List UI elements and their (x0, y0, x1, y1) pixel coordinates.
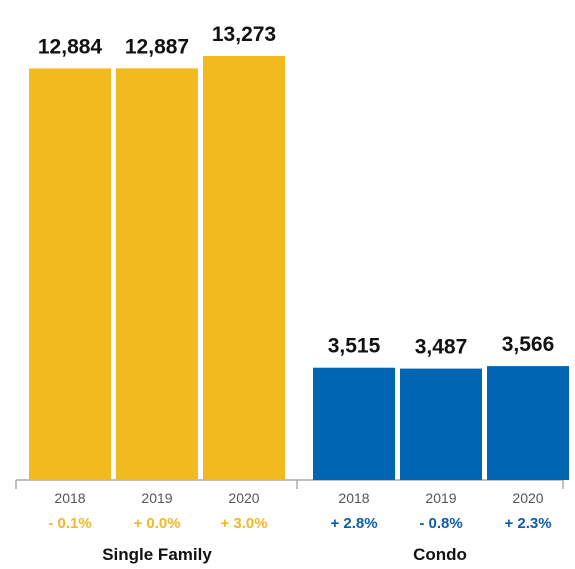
value-label-condo-2019: 3,487 (415, 336, 468, 359)
bar-single-family-2018 (29, 68, 111, 481)
change-label-single-family-2020: + 3.0% (220, 515, 267, 532)
year-label-condo-2019: 2019 (425, 490, 456, 506)
year-label-condo-2020: 2020 (512, 490, 543, 506)
value-label-single-family-2020: 13,273 (212, 23, 276, 46)
year-label-single-family-2018: 2018 (54, 490, 85, 506)
bar-condo-2020 (487, 366, 569, 480)
value-label-condo-2018: 3,515 (328, 335, 381, 358)
year-label-condo-2018: 2018 (338, 490, 369, 506)
value-label-condo-2020: 3,566 (502, 333, 555, 356)
value-label-single-family-2019: 12,887 (125, 35, 189, 58)
year-label-single-family-2019: 2019 (141, 490, 172, 506)
group-label-condo: Condo (413, 545, 467, 564)
bar-single-family-2020 (203, 56, 285, 480)
change-label-single-family-2018: - 0.1% (48, 515, 91, 532)
bar-condo-2018 (313, 367, 395, 480)
value-label-single-family-2018: 12,884 (38, 35, 103, 58)
bar-single-family-2019 (116, 68, 198, 480)
group-label-single-family: Single Family (102, 545, 212, 564)
change-label-condo-2020: + 2.3% (504, 515, 551, 532)
change-label-condo-2018: + 2.8% (330, 515, 377, 532)
year-label-single-family-2020: 2020 (228, 490, 259, 506)
change-label-condo-2019: - 0.8% (419, 515, 462, 532)
bar-condo-2019 (400, 368, 482, 480)
change-label-single-family-2019: + 0.0% (133, 515, 180, 532)
